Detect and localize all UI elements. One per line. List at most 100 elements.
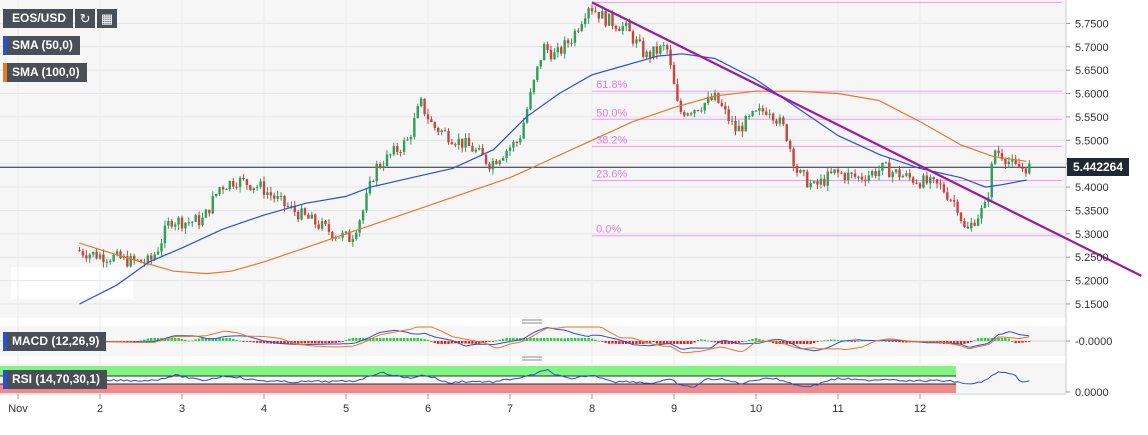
candle-body: [187, 222, 191, 224]
candle-body: [344, 231, 348, 233]
candle-body: [870, 171, 874, 176]
candle-body: [768, 113, 771, 115]
macd-histogram-bar: [819, 340, 823, 342]
macd-histogram-bar: [471, 341, 474, 344]
macd-histogram-bar: [758, 339, 761, 341]
sma50-label[interactable]: SMA (50,0): [3, 36, 80, 55]
pane-resize-handle[interactable]: [522, 356, 542, 361]
candle-body: [819, 178, 823, 185]
macd-histogram-bar: [857, 340, 860, 342]
candle-body: [283, 195, 286, 207]
macd-signal-line: [79, 326, 1030, 354]
macd-histogram-bar: [337, 341, 341, 343]
candle-body: [153, 254, 156, 260]
macd-histogram-bar: [635, 341, 638, 344]
macd-histogram-bar: [146, 338, 150, 341]
candle-body: [78, 250, 81, 252]
candle-body: [491, 160, 495, 170]
macd-histogram-bar: [126, 341, 129, 342]
x-tick-label: Nov: [8, 403, 28, 415]
trendline-group: [591, 1, 1142, 277]
candle-body: [816, 181, 819, 185]
candle-body: [296, 212, 300, 220]
candle-body: [761, 108, 765, 112]
macd-histogram-bar: [201, 338, 204, 341]
candle-body: [747, 115, 751, 117]
macd-histogram-bar: [402, 338, 406, 341]
candle-body: [583, 18, 587, 25]
macd-histogram-bar: [587, 338, 590, 341]
macd-histogram-bar: [966, 341, 970, 344]
candle-body: [754, 110, 758, 112]
x-tick-label: 12: [914, 403, 926, 415]
macd-histogram-bar: [959, 341, 963, 344]
y-tick-label: 5.3000: [1075, 229, 1109, 241]
macd-histogram-bar: [952, 341, 956, 344]
y-tick-label: 5.5500: [1075, 112, 1109, 124]
candle-body: [317, 224, 320, 229]
sma100-label[interactable]: SMA (100,0): [3, 63, 87, 82]
candle-body: [792, 148, 795, 166]
candle-body: [484, 154, 488, 164]
candle-body: [238, 177, 242, 188]
candle-body: [659, 45, 662, 54]
candle-body: [450, 142, 454, 145]
macd-histogram-bar: [891, 341, 894, 342]
macd-histogram-bar: [478, 341, 481, 344]
macd-histogram-bar: [905, 341, 908, 343]
macd-label[interactable]: MACD (12,26,9): [3, 332, 107, 351]
macd-histogram-bar: [136, 341, 139, 342]
candle-body: [467, 138, 471, 146]
candle-body: [115, 251, 119, 255]
candle-body: [351, 239, 355, 242]
sma50-legend: SMA (50,0): [3, 36, 80, 55]
calendar-icon[interactable]: ▦: [97, 9, 118, 28]
rsi-label[interactable]: RSI (14,70,30,1): [3, 370, 108, 389]
macd-histogram-bar: [816, 341, 819, 342]
macd-histogram-bar: [792, 341, 795, 344]
rsi-line: [79, 369, 1030, 388]
grid: [0, 0, 1066, 393]
macd-histogram-bar: [286, 341, 290, 344]
candle-body: [242, 177, 245, 180]
macd-histogram-bar: [621, 341, 624, 344]
x-axis-ticks: Nov 2 3 4 5 6 7 8 9 10 11 12: [8, 394, 926, 415]
candle-body: [614, 25, 618, 30]
candle-body: [150, 255, 153, 260]
macd-histogram-bar: [495, 340, 498, 342]
pane-resize-handle[interactable]: [522, 319, 542, 324]
candle-body: [587, 8, 590, 19]
candle-body: [266, 192, 269, 195]
sma100-line: [79, 90, 1027, 275]
refresh-icon[interactable]: ↻: [75, 9, 96, 28]
macd-histogram-bar: [983, 338, 987, 341]
macd-histogram-bar: [344, 339, 348, 341]
macd-histogram-bar: [782, 341, 785, 344]
candle-body: [512, 142, 515, 148]
macd-histogram-bar: [218, 338, 221, 341]
candle-body: [464, 138, 467, 148]
macd-histogram-bar: [806, 341, 809, 344]
candle-body: [648, 51, 652, 58]
candle-body: [618, 29, 621, 31]
candle-body: [481, 148, 484, 155]
candle-body: [98, 254, 102, 259]
candle-body: [624, 22, 628, 26]
candle-body: [1007, 161, 1011, 165]
candle-body: [119, 251, 122, 259]
macd-histogram-bar: [419, 338, 423, 341]
candle-body: [409, 137, 413, 140]
macd-histogram-bar: [221, 338, 225, 341]
macd-histogram-bar: [771, 341, 775, 344]
pair-legend: EOS/USD ↻ ▦: [3, 9, 118, 28]
candle-body: [191, 221, 194, 223]
macd-histogram-bar: [399, 338, 402, 341]
macd-histogram-bar: [208, 338, 211, 341]
macd-indicator: -0.0000: [0, 326, 1112, 354]
candle-body: [563, 40, 566, 54]
macd-histogram-bar: [662, 341, 665, 344]
candle-body: [932, 177, 935, 180]
candle-body: [365, 193, 368, 211]
candle-body: [877, 170, 881, 177]
macd-histogram-bar: [980, 338, 983, 341]
